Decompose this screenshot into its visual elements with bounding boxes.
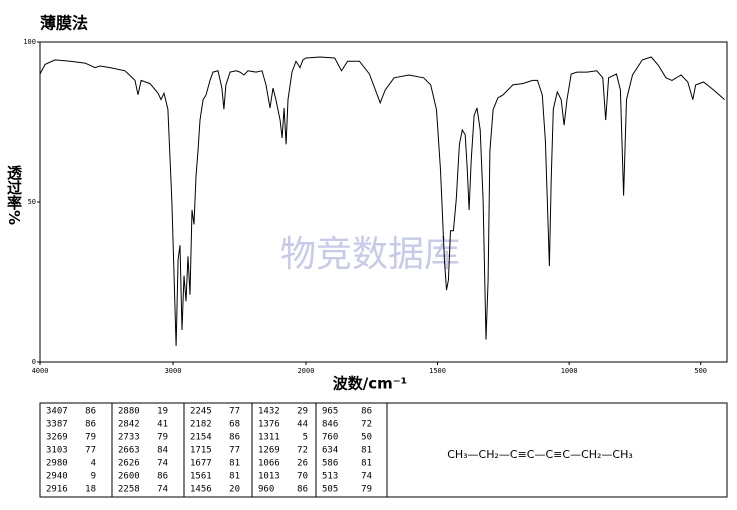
peak-wavenumber: 965 [322, 407, 338, 417]
peak-transmittance: 26 [297, 459, 308, 469]
peak-wavenumber: 2916 [46, 485, 68, 495]
peak-wavenumber: 2154 [190, 433, 212, 443]
peak-transmittance: 74 [361, 472, 372, 482]
peak-wavenumber: 2182 [190, 420, 212, 430]
peak-wavenumber: 2880 [118, 407, 140, 417]
peak-transmittance: 77 [229, 407, 240, 417]
peak-wavenumber: 760 [322, 433, 338, 443]
peak-transmittance: 74 [157, 485, 168, 495]
peak-wavenumber: 3269 [46, 433, 68, 443]
peak-transmittance: 81 [229, 472, 240, 482]
peak-wavenumber: 3407 [46, 407, 68, 417]
peak-transmittance: 86 [85, 407, 96, 417]
peak-transmittance: 41 [157, 420, 168, 430]
peak-transmittance: 9 [91, 472, 96, 482]
peak-wavenumber: 2600 [118, 472, 140, 482]
peak-wavenumber: 1311 [258, 433, 280, 443]
y-axis-label: 透过率% [5, 165, 23, 225]
peak-transmittance: 86 [297, 485, 308, 495]
chart-title: 薄膜法 [40, 14, 88, 33]
peak-transmittance: 81 [361, 459, 372, 469]
peak-wavenumber: 1269 [258, 446, 280, 456]
peak-wavenumber: 2842 [118, 420, 140, 430]
x-tick-label: 1000 [561, 367, 578, 375]
peak-wavenumber: 960 [258, 485, 274, 495]
peak-wavenumber: 586 [322, 459, 338, 469]
peak-wavenumber: 1376 [258, 420, 280, 430]
peak-transmittance: 72 [361, 420, 372, 430]
peak-transmittance: 81 [229, 459, 240, 469]
peak-transmittance: 44 [297, 420, 308, 430]
peak-transmittance: 86 [157, 472, 168, 482]
peak-transmittance: 29 [297, 407, 308, 417]
peak-wavenumber: 2626 [118, 459, 140, 469]
peak-wavenumber: 846 [322, 420, 338, 430]
peak-wavenumber: 2258 [118, 485, 140, 495]
peak-wavenumber: 1432 [258, 407, 280, 417]
structure-formula: CH₃—CH₂—C≡C—C≡C—CH₂—CH₃ [447, 448, 633, 461]
peak-wavenumber: 1677 [190, 459, 212, 469]
peak-wavenumber: 2980 [46, 459, 68, 469]
peak-wavenumber: 2245 [190, 407, 212, 417]
x-tick-label: 3000 [165, 367, 182, 375]
table-frame [39, 402, 728, 498]
peak-transmittance: 79 [85, 433, 96, 443]
peak-transmittance: 72 [297, 446, 308, 456]
x-tick-label: 500 [694, 367, 707, 375]
peak-wavenumber: 1561 [190, 472, 212, 482]
peak-wavenumber: 2940 [46, 472, 68, 482]
peak-wavenumber: 1013 [258, 472, 280, 482]
peak-transmittance: 86 [229, 433, 240, 443]
spectrum-line [39, 56, 725, 347]
peak-wavenumber: 1715 [190, 446, 212, 456]
peak-transmittance: 79 [157, 433, 168, 443]
peak-transmittance: 70 [297, 472, 308, 482]
peak-transmittance: 77 [229, 446, 240, 456]
peak-wavenumber: 2663 [118, 446, 140, 456]
peak-transmittance: 77 [85, 446, 96, 456]
peak-wavenumber: 1066 [258, 459, 280, 469]
peak-wavenumber: 3103 [46, 446, 68, 456]
peak-transmittance: 86 [361, 407, 372, 417]
peak-transmittance: 4 [91, 459, 96, 469]
y-tick-label: 50 [28, 198, 36, 206]
peak-transmittance: 79 [361, 485, 372, 495]
peak-transmittance: 68 [229, 420, 240, 430]
peak-wavenumber: 3387 [46, 420, 68, 430]
peak-wavenumber: 634 [322, 446, 338, 456]
y-tick-label: 0 [32, 358, 36, 366]
peak-transmittance: 18 [85, 485, 96, 495]
peak-transmittance: 50 [361, 433, 372, 443]
y-tick-label: 100 [23, 38, 36, 46]
peak-transmittance: 5 [303, 433, 308, 443]
peak-transmittance: 20 [229, 485, 240, 495]
peak-transmittance: 84 [157, 446, 168, 456]
peak-wavenumber: 513 [322, 472, 338, 482]
watermark: 物竞数据库 [280, 234, 460, 275]
x-tick-label: 4000 [32, 367, 49, 375]
peak-wavenumber: 505 [322, 485, 338, 495]
x-tick-label: 1500 [429, 367, 446, 375]
peak-wavenumber: 1456 [190, 485, 212, 495]
peak-transmittance: 86 [85, 420, 96, 430]
plot-frame [39, 41, 728, 363]
x-axis-label: 波数/cm⁻¹ [333, 375, 408, 393]
x-tick-label: 2000 [298, 367, 315, 375]
peak-transmittance: 19 [157, 407, 168, 417]
peak-transmittance: 81 [361, 446, 372, 456]
peak-transmittance: 74 [157, 459, 168, 469]
peak-wavenumber: 2733 [118, 433, 140, 443]
